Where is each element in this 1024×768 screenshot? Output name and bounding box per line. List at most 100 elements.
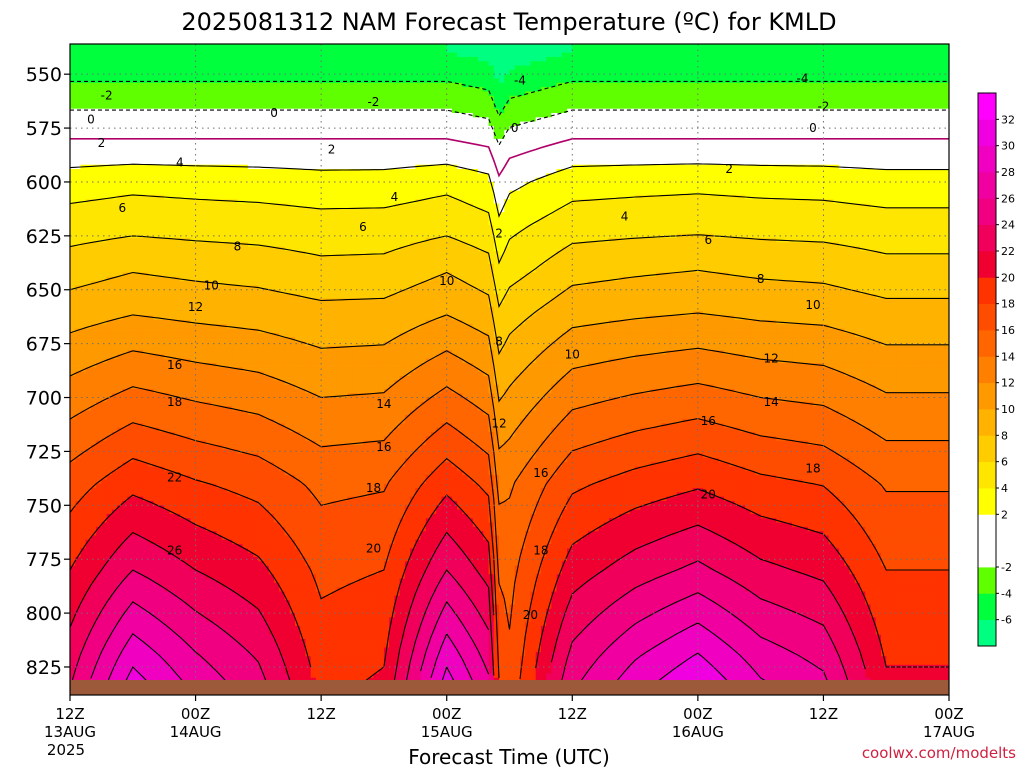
field-cell [70,294,76,299]
field-cell [216,436,223,442]
field-cell [122,112,129,118]
field-cell [117,578,123,584]
field-cell [90,65,97,71]
field-cell [80,238,87,243]
field-cell [117,358,123,364]
field-cell [200,44,207,49]
field-cell [132,582,139,588]
field-cell [148,393,155,399]
field-cell [122,225,129,230]
field-cell [70,52,76,58]
field-cell [185,164,191,170]
field-cell [226,561,233,567]
field-cell [226,423,233,429]
field-cell [75,375,82,381]
field-cell [85,276,92,282]
field-cell [164,591,171,597]
field-cell [164,475,171,481]
field-cell [106,82,113,88]
field-cell [75,569,82,575]
field-cell [111,108,118,114]
field-cell [200,453,207,459]
field-cell [70,630,76,636]
field-cell [117,48,123,54]
field-cell [80,358,87,364]
field-cell [153,384,160,390]
field-cell [232,535,239,541]
field-cell [174,475,181,481]
field-cell [190,475,197,481]
field-cell [127,505,134,511]
field-cell [190,44,197,49]
field-cell [75,561,82,567]
field-cell [75,74,82,80]
field-cell [148,444,155,450]
field-cell [122,328,129,334]
field-cell [190,272,197,278]
field-cell [127,604,134,610]
field-cell [169,130,176,136]
field-cell [117,281,123,287]
field-cell [237,238,244,243]
field-cell [200,125,207,131]
field-cell [226,600,233,606]
field-cell [185,229,191,235]
field-cell [190,315,197,321]
field-cell [206,169,212,174]
field-cell [111,574,118,580]
field-cell [232,216,239,222]
field-cell [80,475,87,481]
field-cell [211,600,218,606]
field-cell [70,548,76,554]
field-cell [143,669,150,675]
field-cell [75,363,82,368]
field-cell [226,388,233,394]
field-cell [106,375,113,381]
field-cell [232,48,239,54]
field-cell [200,401,207,407]
field-cell [96,298,102,304]
field-cell [70,56,76,62]
field-cell [237,250,244,256]
field-cell [90,595,97,601]
field-cell [70,216,76,222]
field-cell [237,647,244,653]
field-cell [143,130,150,136]
field-cell [90,371,97,377]
field-cell [206,552,212,558]
field-cell [226,160,233,166]
field-cell [190,169,197,174]
field-cell [127,462,134,468]
field-cell [138,121,144,127]
field-cell [85,48,92,54]
field-cell [122,164,129,170]
field-cell [90,651,97,657]
field-cell [106,207,113,213]
field-cell [153,617,160,623]
field-cell [226,285,233,291]
field-cell [232,466,239,472]
field-cell [195,552,202,558]
field-cell [138,225,144,230]
field-cell [117,87,123,93]
field-cell [237,401,244,407]
field-cell [190,406,197,412]
field-cell [138,272,144,278]
field-cell [153,311,160,317]
field-cell [206,112,212,118]
field-cell [179,354,186,360]
field-cell [127,125,134,131]
field-cell [90,643,97,649]
field-cell [174,419,181,424]
field-cell [117,199,123,205]
field-cell [101,440,108,446]
field-cell [101,345,108,351]
field-cell [211,225,218,230]
field-cell [200,350,207,356]
field-cell [96,74,102,80]
field-cell [148,466,155,472]
field-cell [174,388,181,394]
field-cell [195,294,202,299]
field-cell [206,643,212,649]
field-cell [106,638,113,644]
